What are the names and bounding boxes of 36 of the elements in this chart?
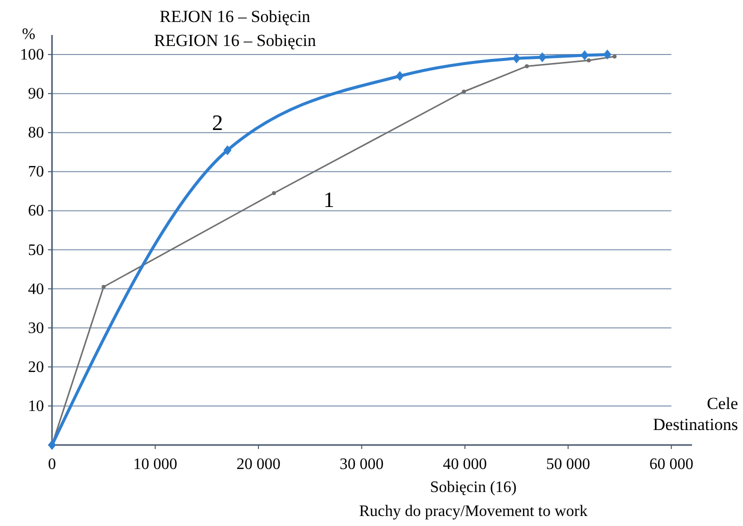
point (524, 64, 529, 68)
point (586, 58, 591, 62)
annotation: Cele Destinations (653, 394, 738, 434)
y-tick-label: 40 (28, 280, 44, 298)
y-tick-label: 70 (28, 164, 44, 181)
chart-title: REJON 16 – Sobięcin REGION 16 – Sobięcin (154, 7, 316, 50)
y-tick-label: 20 (28, 358, 44, 376)
x-tick-label: 10 000 (133, 456, 178, 473)
y-tick-label: 100 (20, 46, 44, 64)
point (580, 50, 589, 60)
point (462, 90, 466, 94)
x-tick-label: 40 000 (442, 456, 487, 473)
series-label: 2 (212, 110, 223, 136)
point (603, 50, 612, 60)
point (223, 145, 232, 156)
y-tick-label: 90 (28, 86, 44, 103)
y-tick-label: 50 (28, 242, 44, 259)
point (612, 54, 617, 58)
x-tick-label: 60 000 (649, 456, 694, 473)
point (538, 52, 546, 62)
point (512, 53, 521, 64)
y-tick-label: 30 (28, 320, 44, 337)
x-axis-title: Sobięcin (16) Ruchy do pracy/Movement to work (359, 479, 588, 520)
series-label: 1 (323, 187, 334, 212)
y-tick-label: 60 (28, 202, 44, 220)
point (102, 284, 106, 289)
point (48, 440, 56, 450)
y-tick-label: 80 (28, 124, 44, 142)
point (272, 191, 276, 196)
point (396, 71, 404, 81)
x-tick-label: 30 000 (340, 456, 384, 473)
y-axis-title: % (22, 26, 36, 43)
x-tick-label: 0 (48, 456, 56, 473)
y-tick-label: 10 (28, 398, 44, 415)
x-tick-label: 20 000 (236, 456, 280, 473)
x-tick-label: 50 000 (546, 456, 590, 473)
